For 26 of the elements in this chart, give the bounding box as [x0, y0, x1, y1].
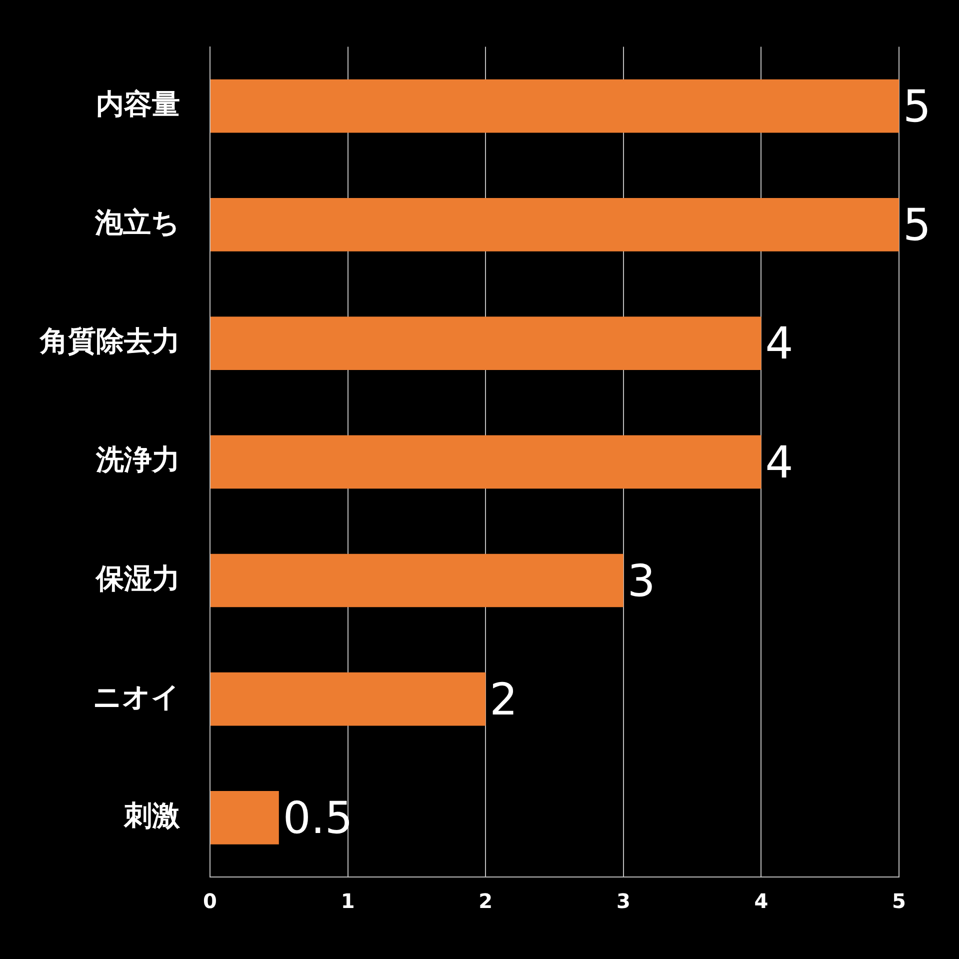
y-tick-label: 刺激 — [123, 798, 181, 832]
x-tick-label: 3 — [616, 889, 630, 914]
x-tick-label: 1 — [340, 889, 355, 914]
bar — [210, 316, 762, 370]
y-tick-label: ニオイ — [93, 680, 180, 714]
bar — [210, 791, 279, 844]
x-tick-label: 4 — [754, 889, 768, 914]
bar — [210, 435, 762, 489]
data-label: 2 — [490, 674, 518, 726]
x-tick-label: 5 — [892, 889, 906, 914]
bar — [210, 198, 899, 252]
bar — [210, 672, 486, 726]
y-tick-label: 泡立ち — [94, 206, 180, 239]
y-tick-label: 保湿力 — [95, 562, 180, 595]
y-tick-label: 洗浄力 — [95, 443, 180, 476]
data-label: 3 — [627, 556, 656, 607]
data-label: 4 — [765, 437, 794, 488]
x-tick-label: 0 — [203, 889, 217, 914]
y-tick-label: 内容量 — [96, 87, 180, 120]
data-label: 5 — [903, 82, 931, 133]
bar — [210, 554, 624, 608]
data-label: 4 — [765, 318, 794, 370]
x-tick-label: 2 — [478, 889, 493, 914]
bar — [210, 79, 899, 133]
data-label: 5 — [903, 200, 931, 252]
y-tick-label: 角質除去力 — [39, 324, 180, 358]
